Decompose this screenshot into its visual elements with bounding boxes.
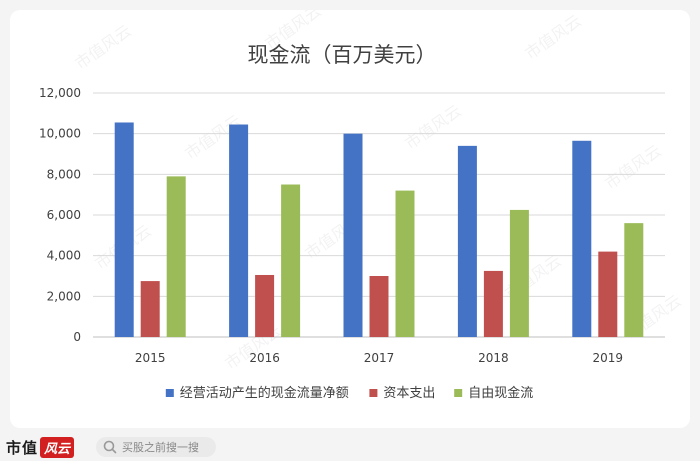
y-axis-ticks: 0 2,000 4,000 6,000 8,000 10,000 12,000	[39, 86, 81, 344]
watermark-text: 市值风云	[601, 141, 664, 193]
watermark-text: 市值风云	[521, 11, 584, 63]
bar	[509, 209, 529, 337]
bar	[483, 270, 503, 337]
legend: 经营活动产生的现金流量净额 资本支出 自由现金流	[165, 385, 533, 401]
search-icon	[103, 440, 117, 454]
brand-logo: 风云	[40, 436, 75, 458]
bars	[114, 122, 644, 338]
bar	[229, 124, 249, 338]
legend-label: 资本支出	[383, 386, 435, 401]
y-tick-label: 4,000	[47, 249, 81, 263]
chart-title: 现金流（百万美元）	[248, 43, 437, 67]
legend-swatch	[165, 389, 174, 397]
legend-swatch	[369, 389, 378, 397]
bar	[395, 190, 415, 337]
brand-text: 市值	[6, 438, 39, 457]
watermark-text: 市值风云	[401, 101, 464, 153]
x-tick-label: 2016	[249, 351, 280, 365]
legend-swatch	[454, 389, 463, 397]
bar	[457, 145, 477, 337]
y-tick-label: 8,000	[47, 167, 81, 181]
x-tick-label: 2019	[593, 351, 624, 365]
watermark-text: 市值风云	[71, 21, 134, 73]
search-box[interactable]: 买股之前搜一搜	[96, 437, 216, 457]
y-tick-label: 6,000	[47, 208, 81, 222]
y-tick-label: 2,000	[47, 289, 81, 303]
bar	[624, 223, 644, 337]
x-axis-ticks: 2015 2016 2017 2018 2019	[135, 351, 623, 365]
x-tick-label: 2017	[364, 351, 395, 365]
chart-card: 市值风云 市值风云 市值风云 市值风云 市值风云 市值风云 市值风云 市值风云 市值风云 市值风云…	[10, 10, 690, 428]
bar	[343, 133, 363, 337]
bar	[255, 274, 275, 337]
x-tick-label: 2018	[478, 351, 509, 365]
bar	[572, 140, 592, 337]
bar	[140, 281, 160, 337]
search-placeholder: 买股之前搜一搜	[122, 441, 199, 454]
legend-label: 经营活动产生的现金流量净额	[180, 385, 349, 401]
bar	[114, 122, 134, 337]
bar	[281, 184, 301, 337]
bar	[598, 251, 618, 337]
x-tick-label: 2015	[135, 351, 166, 365]
y-tick-label: 0	[73, 330, 81, 344]
brand[interactable]: 市值 风云	[6, 436, 75, 458]
bar	[166, 176, 186, 337]
footer-bar: 市值 风云 买股之前搜一搜	[0, 431, 700, 461]
legend-label: 自由现金流	[468, 385, 533, 401]
y-tick-label: 12,000	[39, 86, 81, 100]
bar	[369, 276, 389, 337]
y-tick-label: 10,000	[39, 127, 81, 141]
